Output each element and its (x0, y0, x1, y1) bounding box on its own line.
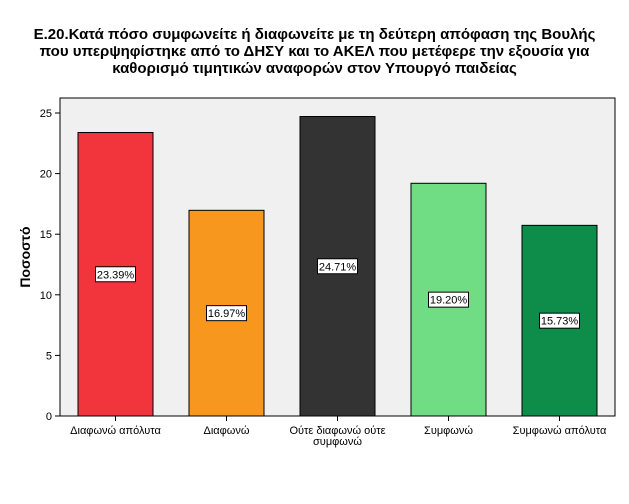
data-label-box (95, 266, 136, 283)
x-tick-label: Διαφωνώ απόλυτα (70, 425, 161, 437)
x-tick-label: συμφωνώ (313, 436, 362, 448)
data-label-box (206, 305, 247, 322)
chart-title-line-1: E.20.Κατά πόσο συμφωνείτε ή διαφωνείτε μ… (33, 26, 596, 43)
data-label: 15.73% (541, 316, 579, 328)
chart-title-line-3: καθορισμό τιμητικών αναφορών στον Υπουργ… (112, 60, 517, 77)
chart-title-line-2: που υπερψηφίστηκε από το ΔΗΣΥ και το ΑΚΕ… (39, 43, 590, 60)
x-tick-label: Συμφωνώ απόλυτα (513, 425, 607, 437)
x-axis: Διαφωνώ απόλυτα Διαφωνώ Ούτε διαφωνώ ούτεσ… (70, 416, 607, 448)
y-axis-label: Ποσοστό (17, 226, 33, 287)
x-tick-label: Διαφωνώ (204, 425, 250, 437)
data-label: 16.97% (208, 308, 246, 320)
data-label: 19.20% (430, 295, 468, 307)
data-label: 23.39% (97, 269, 135, 281)
x-tick-label: Συμφωνώ (424, 425, 473, 437)
y-tick-label: 20 (40, 169, 52, 181)
y-tick-label: 0 (46, 411, 52, 423)
data-label-box (539, 312, 580, 329)
x-tick-label: Ούτε διαφωνώ ούτε (289, 425, 385, 437)
data-label: 24.71% (319, 261, 357, 273)
y-axis: 0 5 10 15 20 25 (40, 108, 60, 423)
bars: 23.39% 16.97% 24.71% 19.20% 15.73% (77, 116, 598, 417)
y-tick-label: 10 (40, 290, 52, 302)
chart-title: E.20.Κατά πόσο συμφωνείτε ή διαφωνείτε μ… (0, 26, 629, 77)
data-label-box (317, 258, 358, 275)
y-tick-label: 15 (40, 229, 52, 241)
data-label-box (428, 291, 469, 308)
y-tick-label: 5 (46, 350, 52, 362)
y-tick-label: 25 (40, 108, 52, 120)
